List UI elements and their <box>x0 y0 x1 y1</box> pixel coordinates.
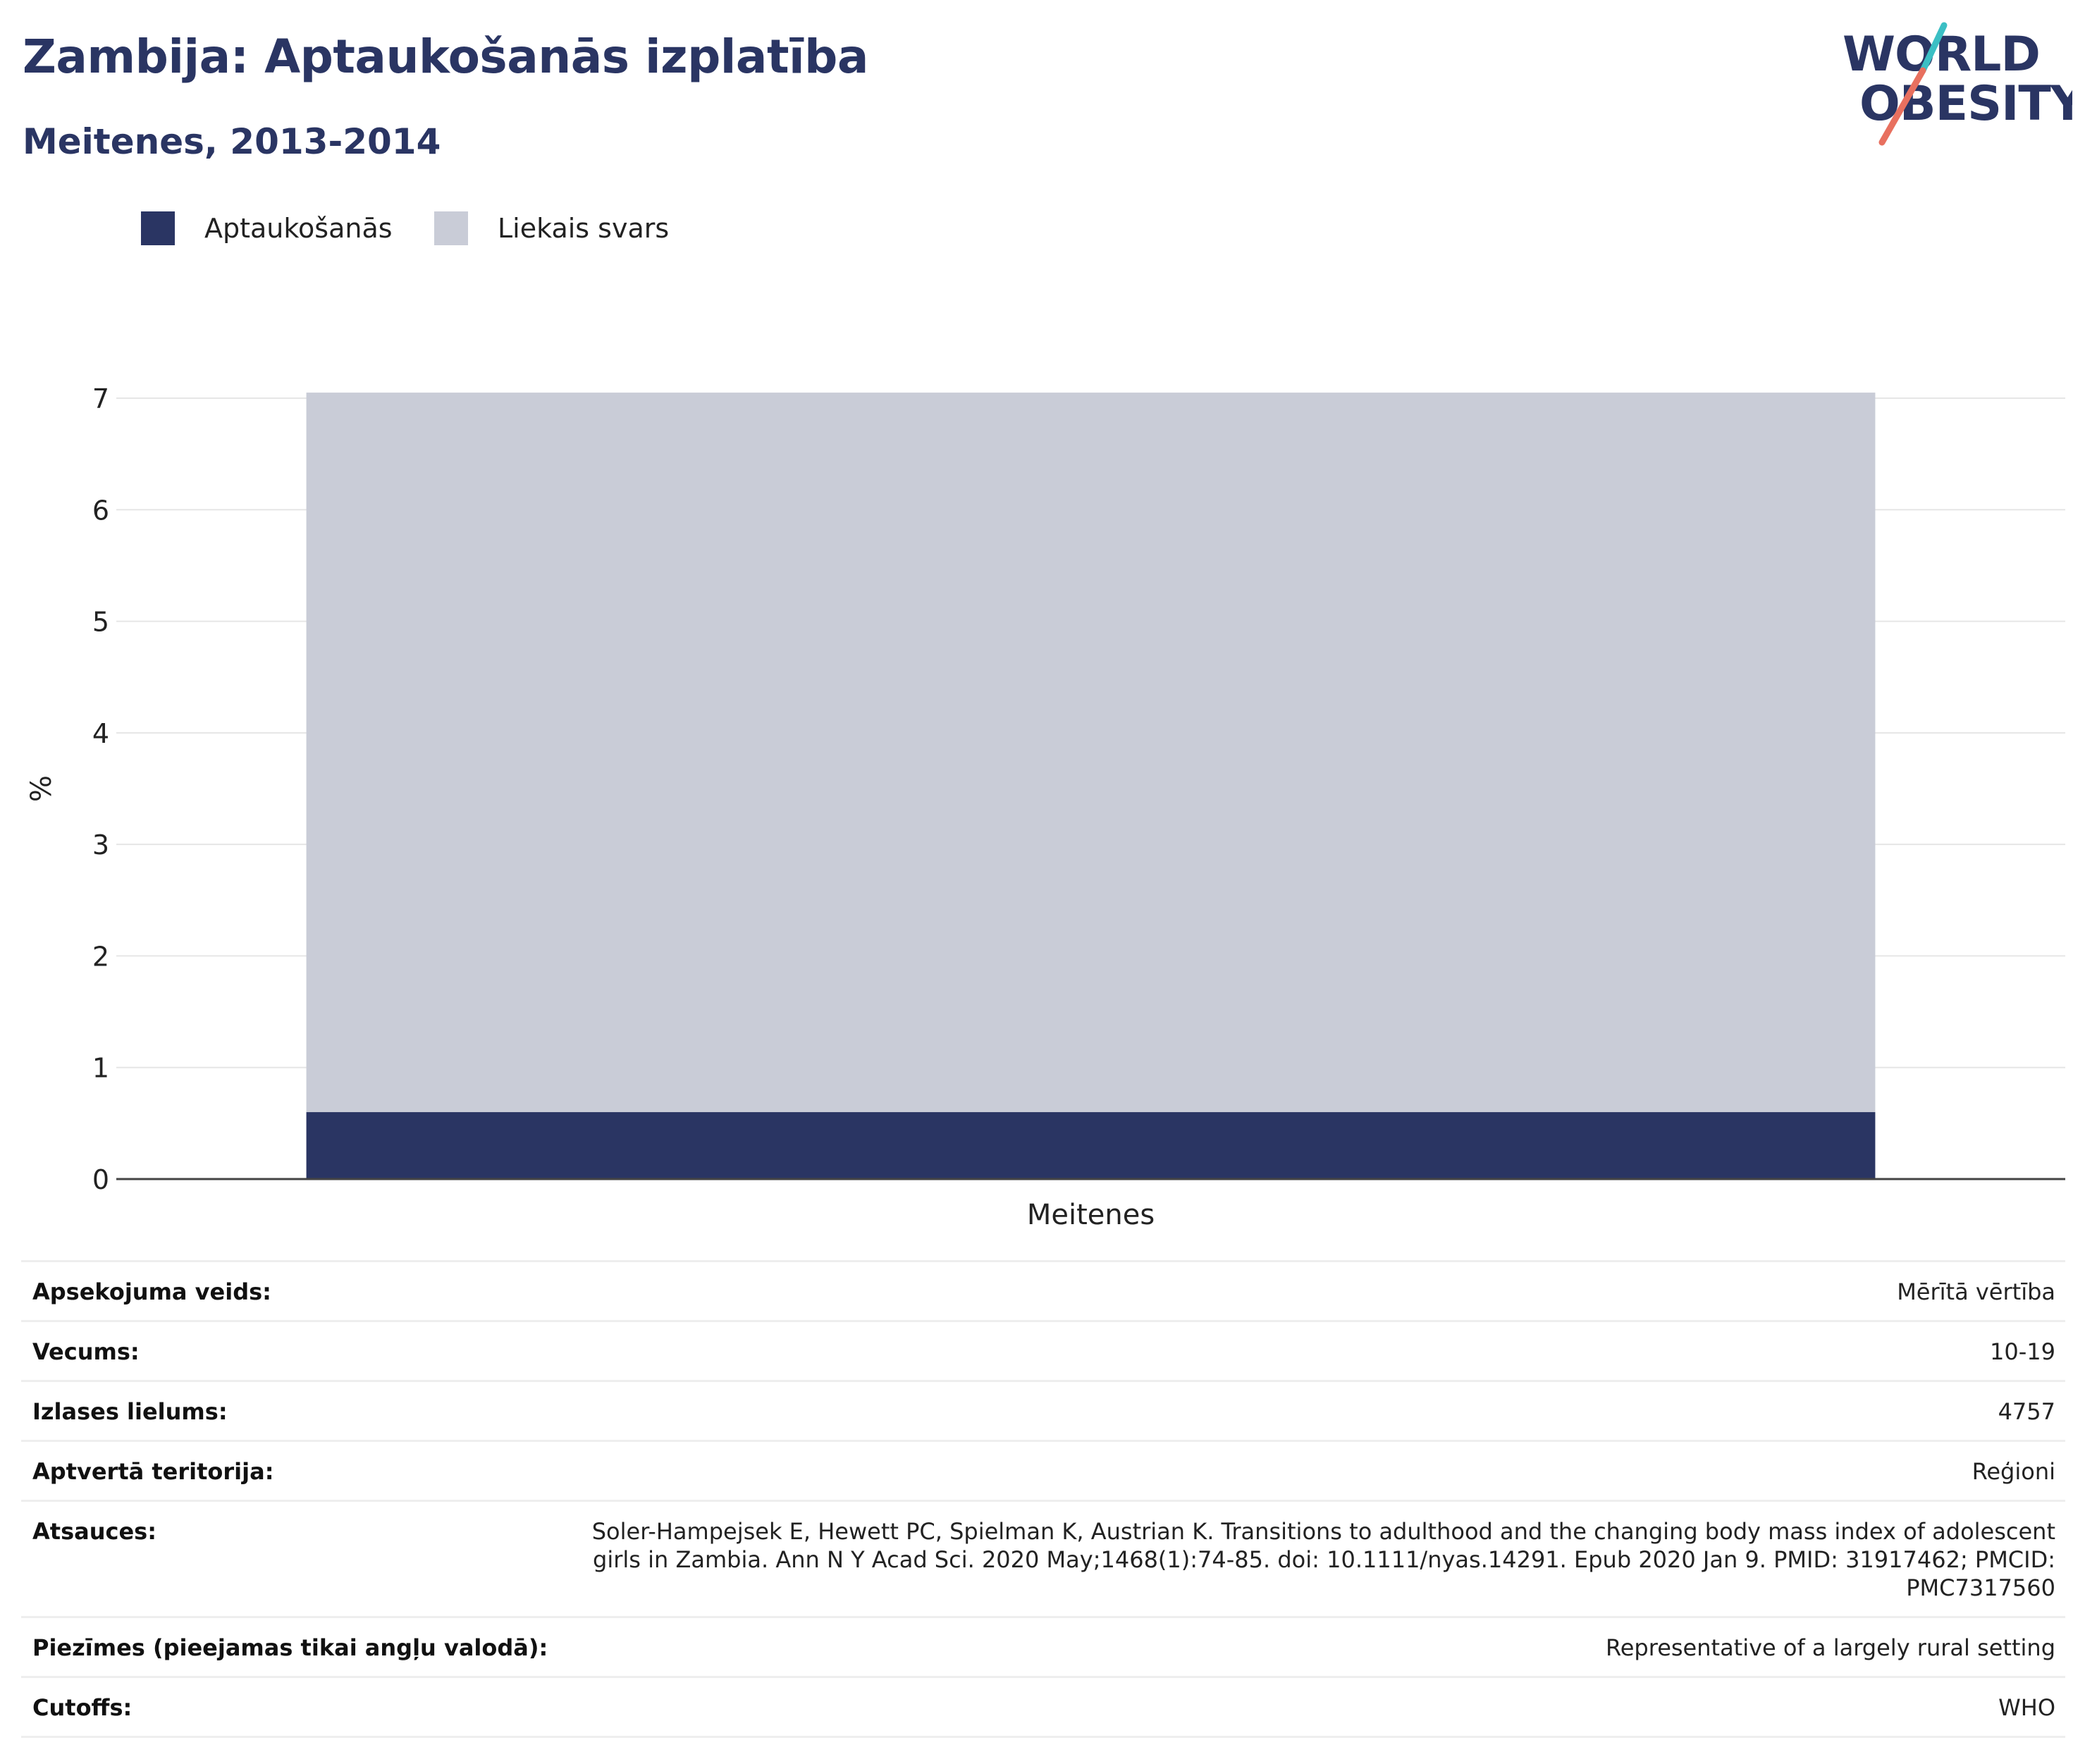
legend-label-overweight: Liekais svars <box>498 213 670 244</box>
legend-swatch-overweight <box>434 211 468 245</box>
table-row-key: Cutoffs: <box>21 1676 578 1738</box>
y-tick-label: 0 <box>92 1164 109 1195</box>
table-row-value: Mērītā vērtība <box>578 1260 2065 1321</box>
chart-title: Zambija: Aptaukošanās izplatība <box>23 30 868 84</box>
table-row: Piezīmes (pieejamas tikai angļu valodā):… <box>21 1616 2065 1677</box>
table-row-value: 10-19 <box>578 1320 2065 1381</box>
y-tick-label: 5 <box>92 607 109 638</box>
y-tick-label: 1 <box>92 1053 109 1084</box>
table-row-key: Izlases lielums: <box>21 1380 578 1441</box>
y-tick-label: 4 <box>92 718 109 749</box>
table-row-key: Apsekojuma veids: <box>21 1260 578 1321</box>
y-tick-label: 6 <box>92 495 109 526</box>
table-row-value: Representative of a largely rural settin… <box>578 1616 2065 1677</box>
bars <box>306 393 1876 1179</box>
table-row: Cutoffs: WHO <box>21 1676 2065 1738</box>
table-row: Vecums: 10-19 <box>21 1320 2065 1381</box>
table-row: Apsekojuma veids: Mērītā vērtība <box>21 1260 2065 1321</box>
table-row-key: Vecums: <box>21 1320 578 1381</box>
axes: 0 1 2 3 4 5 6 7 Meitenes% <box>25 383 2065 1231</box>
legend-swatch-obesity <box>141 211 175 245</box>
logo-slash-bottom <box>1878 67 1926 146</box>
table-row-key: Atsauces: <box>21 1500 578 1617</box>
y-tick-label: 2 <box>92 941 109 972</box>
chart-subtitle: Meitenes, 2013-2014 <box>23 121 441 162</box>
world-obesity-logo: WORLD OBESITY <box>1843 22 2072 146</box>
legend-label-obesity: Aptaukošanās <box>204 213 393 244</box>
table-row-key: Aptvertā teritorija: <box>21 1440 578 1501</box>
y-tick-label: 7 <box>92 383 109 414</box>
table-row-value: 4757 <box>578 1380 2065 1441</box>
table-row: Aptvertā teritorija: Reģioni <box>21 1440 2065 1501</box>
bar-segment-obesity <box>306 1112 1876 1179</box>
logo-slash-top <box>1919 22 1948 74</box>
x-tick-label: Meitenes <box>1027 1199 1155 1231</box>
table-row-value: Reģioni <box>578 1440 2065 1501</box>
y-tick-label: 3 <box>92 829 109 861</box>
table-row-key: Piezīmes (pieejamas tikai angļu valodā): <box>21 1616 578 1677</box>
bar-chart: 0 1 2 3 4 5 6 7 Meitenes% <box>25 383 2065 1231</box>
table-row: Atsauces: Soler-Hampejsek E, Hewett PC, S… <box>21 1500 2065 1617</box>
survey-info-table: Apsekojuma veids: Mērītā vērtība Vecums: 10… <box>21 1260 2065 1738</box>
table-row: Izlases lielums: 4757 <box>21 1380 2065 1441</box>
bar-segment-overweight <box>306 393 1876 1113</box>
table-row-value: WHO <box>578 1676 2065 1738</box>
table-row-value: Soler-Hampejsek E, Hewett PC, Spielman K… <box>578 1500 2065 1617</box>
y-axis-label: % <box>25 775 58 802</box>
